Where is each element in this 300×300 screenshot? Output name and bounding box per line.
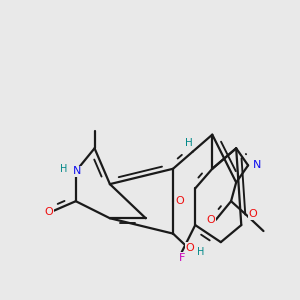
Text: N: N: [253, 160, 261, 170]
Text: H: H: [196, 247, 204, 256]
Text: O: O: [186, 243, 194, 253]
Text: N: N: [73, 166, 82, 176]
Text: O: O: [206, 215, 215, 225]
Text: H: H: [60, 164, 68, 174]
Text: O: O: [249, 209, 258, 219]
Text: O: O: [176, 196, 184, 206]
Text: F: F: [178, 253, 185, 262]
Text: H: H: [185, 138, 193, 148]
Text: O: O: [44, 207, 53, 217]
